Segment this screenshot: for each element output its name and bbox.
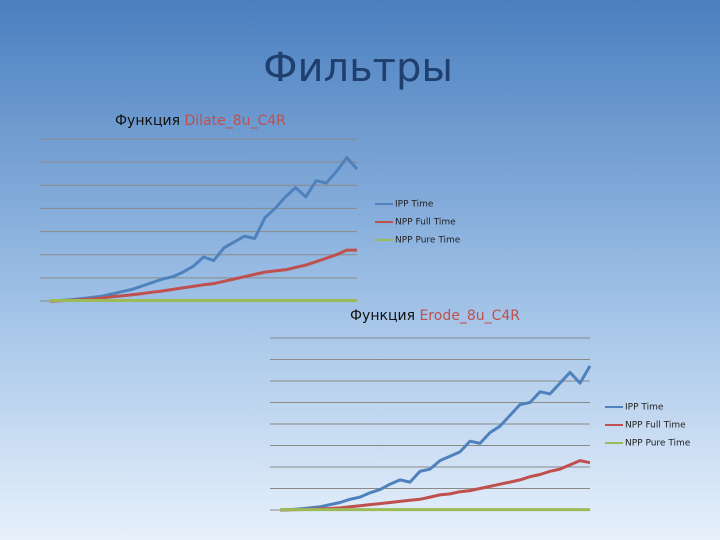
- series-line: [49, 248, 357, 303]
- legend-label: NPP Pure Time: [625, 439, 691, 449]
- chart-title: Функция Erode_8u_C4R: [350, 308, 520, 324]
- slide-title: Фильтры: [263, 45, 453, 91]
- title-word: Функция: [115, 113, 180, 129]
- legend-label: NPP Full Time: [395, 218, 456, 228]
- series-line: [279, 365, 592, 512]
- title-function: Erode_8u_C4R: [419, 308, 520, 324]
- chart-title: Функция Dilate_8u_C4R: [115, 113, 286, 129]
- series-line: [49, 156, 359, 303]
- title-function: Dilate_8u_C4R: [184, 113, 286, 129]
- legend-label: NPP Full Time: [625, 421, 686, 431]
- legend-label: IPP Time: [395, 200, 434, 210]
- legend-label: NPP Pure Time: [395, 236, 461, 246]
- legend-label: IPP Time: [625, 403, 664, 413]
- title-word: Функция: [350, 308, 415, 324]
